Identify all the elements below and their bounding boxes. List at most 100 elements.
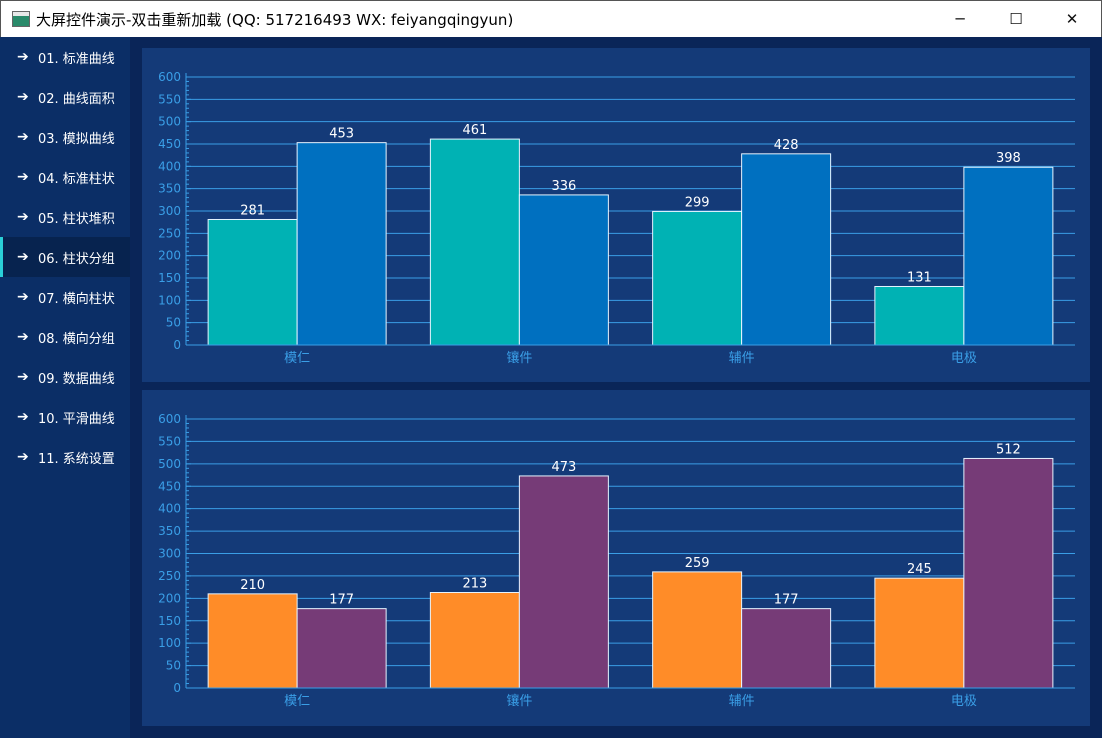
x-tick-label: 模仁 — [284, 694, 310, 709]
y-tick-label: 350 — [158, 524, 181, 538]
bar-series1 — [429, 592, 520, 689]
sidebar-item-label: 08. 横向分组 — [38, 331, 115, 347]
sidebar-item-8[interactable]: ➔ 08. 横向分组 — [0, 317, 130, 357]
grouped-bar-chart-1: 0 50 100 150 200 250 300 350 400 450 500 550 600 281 4… — [158, 70, 1075, 366]
y-tick-label: 200 — [158, 249, 181, 263]
sidebar-item-4[interactable]: ➔ 04. 标准柱状 — [0, 157, 130, 197]
y-tick-label: 300 — [158, 547, 181, 561]
y-tick-label: 600 — [158, 70, 181, 84]
x-tick-label: 镶件 — [506, 693, 532, 709]
bar-value-label: 461 — [462, 123, 487, 138]
x-tick-label: 辅件 — [729, 694, 755, 709]
y-tick-label: 450 — [158, 137, 181, 151]
sidebar-item-label: 02. 曲线面积 — [38, 91, 115, 107]
arrow-right-icon: ➔ — [17, 289, 29, 305]
bar-value-label: 473 — [551, 460, 576, 475]
bar-value-label: 177 — [329, 593, 354, 608]
y-tick-label: 150 — [158, 271, 181, 285]
sidebar-item-label: 07. 横向柱状 — [38, 291, 115, 307]
y-tick-label: 300 — [158, 204, 181, 218]
bar-value-label: 131 — [907, 270, 932, 285]
maximize-button[interactable]: ☐ — [1009, 10, 1023, 28]
arrow-right-icon: ➔ — [17, 169, 29, 185]
x-tick-label: 模仁 — [284, 351, 310, 366]
y-tick-label: 200 — [158, 591, 181, 605]
y-tick-label: 500 — [158, 457, 181, 471]
y-tick-label: 100 — [158, 636, 181, 650]
y-tick-label: 0 — [173, 338, 181, 352]
arrow-right-icon: ➔ — [17, 209, 29, 225]
y-tick-label: 250 — [158, 569, 181, 583]
x-tick-label: 电极 — [951, 694, 977, 709]
y-tick-label: 50 — [166, 316, 181, 330]
sidebar-item-7[interactable]: ➔ 07. 横向柱状 — [0, 277, 130, 317]
sidebar-item-label: 06. 柱状分组 — [38, 251, 115, 267]
bar-value-label: 398 — [996, 151, 1021, 166]
bar-series1 — [207, 218, 298, 346]
arrow-right-icon: ➔ — [17, 249, 29, 265]
arrow-right-icon: ➔ — [17, 329, 29, 345]
bar-value-label: 453 — [329, 127, 354, 142]
sidebar-item-label: 01. 标准曲线 — [38, 51, 115, 67]
y-tick-label: 500 — [158, 115, 181, 129]
bar-series2 — [963, 166, 1054, 346]
sidebar-item-11[interactable]: ➔ 11. 系统设置 — [0, 437, 130, 477]
arrow-right-icon: ➔ — [17, 409, 29, 425]
y-tick-label: 150 — [158, 614, 181, 628]
title-bar: 大屏控件演示-双击重新加载 (QQ: 517216493 WX: feiyang… — [0, 0, 1102, 37]
y-tick-label: 350 — [158, 182, 181, 196]
bar-series2 — [518, 475, 609, 689]
grouped-bar-chart-2: 0 50 100 150 200 250 300 350 400 450 500 550 600 210 1… — [158, 412, 1075, 709]
chart-panel-2: 0 50 100 150 200 250 300 350 400 450 500 550 600 210 1… — [142, 390, 1090, 726]
sidebar: ➔ 01. 标准曲线 ➔ 02. 曲线面积 ➔ 03. 模拟曲线 ➔ 04. 标准柱状 ➔ 05.… — [0, 37, 130, 738]
bar-value-label: 245 — [907, 562, 932, 577]
sidebar-item-label: 11. 系统设置 — [38, 451, 115, 467]
minimize-button[interactable]: ─ — [955, 10, 965, 28]
bar-series2 — [741, 608, 832, 689]
close-button[interactable]: ✕ — [1065, 10, 1079, 28]
bar-value-label: 177 — [774, 593, 799, 608]
sidebar-item-9[interactable]: ➔ 09. 数据曲线 — [0, 357, 130, 397]
y-tick-label: 450 — [158, 479, 181, 493]
sidebar-item-3[interactable]: ➔ 03. 模拟曲线 — [0, 117, 130, 157]
bar-value-label: 512 — [996, 442, 1021, 457]
arrow-right-icon: ➔ — [17, 369, 29, 385]
sidebar-item-5[interactable]: ➔ 05. 柱状堆积 — [0, 197, 130, 237]
bar-series1 — [874, 285, 965, 346]
x-tick-label: 辅件 — [729, 351, 755, 366]
arrow-right-icon: ➔ — [17, 129, 29, 145]
bar-series2 — [963, 457, 1054, 689]
bar-value-label: 299 — [685, 195, 710, 210]
x-tick-label: 电极 — [951, 351, 977, 366]
window-title: 大屏控件演示-双击重新加载 (QQ: 517216493 WX: feiyang… — [36, 10, 514, 29]
arrow-right-icon: ➔ — [17, 49, 29, 65]
sidebar-item-label: 04. 标准柱状 — [38, 171, 115, 187]
sidebar-item-6[interactable]: ➔ 06. 柱状分组 — [0, 237, 130, 277]
y-tick-label: 550 — [158, 92, 181, 106]
y-tick-label: 50 — [166, 659, 181, 673]
sidebar-item-label: 10. 平滑曲线 — [38, 411, 115, 427]
y-tick-label: 100 — [158, 293, 181, 307]
arrow-right-icon: ➔ — [17, 89, 29, 105]
y-tick-label: 400 — [158, 159, 181, 173]
bar-value-label: 336 — [551, 179, 576, 194]
sidebar-item-2[interactable]: ➔ 02. 曲线面积 — [0, 77, 130, 117]
arrow-right-icon: ➔ — [17, 449, 29, 465]
sidebar-item-label: 09. 数据曲线 — [38, 371, 115, 387]
sidebar-item-10[interactable]: ➔ 10. 平滑曲线 — [0, 397, 130, 437]
x-tick-label: 镶件 — [506, 350, 532, 366]
sidebar-item-label: 03. 模拟曲线 — [38, 131, 115, 147]
bar-series1 — [652, 210, 743, 346]
bar-value-label: 213 — [462, 577, 487, 592]
y-tick-label: 400 — [158, 502, 181, 516]
y-tick-label: 600 — [158, 412, 181, 426]
sidebar-item-label: 05. 柱状堆积 — [38, 211, 115, 227]
bar-series2 — [741, 153, 832, 346]
sidebar-item-1[interactable]: ➔ 01. 标准曲线 — [0, 37, 130, 77]
bar-series1 — [652, 571, 743, 689]
bar-series1 — [207, 593, 298, 689]
bar-series1 — [429, 138, 520, 346]
bar-series2 — [296, 608, 387, 689]
app-icon — [12, 11, 30, 27]
y-tick-label: 250 — [158, 226, 181, 240]
